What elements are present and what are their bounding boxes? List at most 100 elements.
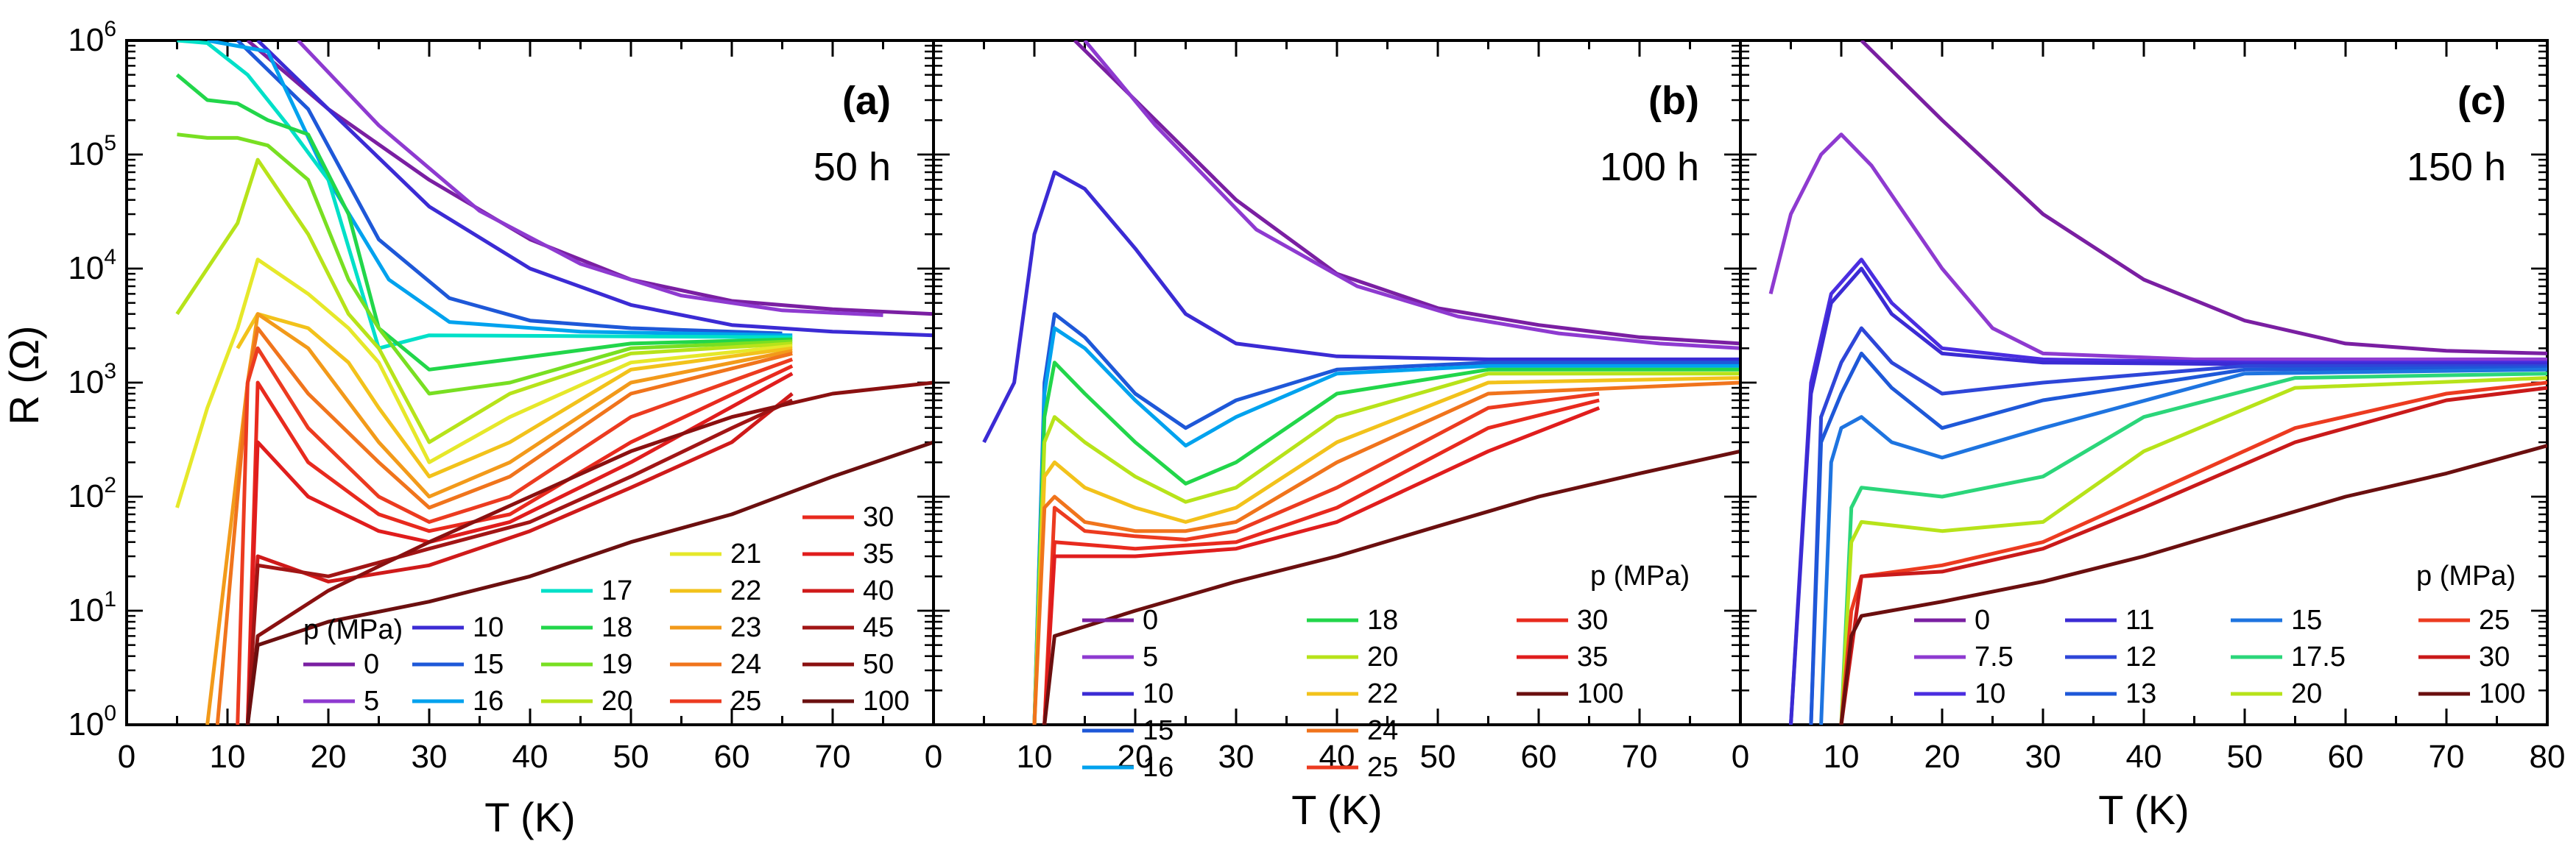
x-tick-label: 40 bbox=[2126, 739, 2162, 775]
x-tick-label: 60 bbox=[1521, 739, 1557, 775]
panel-c-legend: 0 7.5 10 11 12 13 15 17.5 20 25 30 100 bbox=[1914, 605, 2525, 709]
series-line-22 bbox=[236, 312, 793, 479]
y-tick-label: 105 bbox=[68, 131, 116, 172]
legend-label: 35 bbox=[1577, 642, 1608, 673]
series-line-22 bbox=[1032, 376, 1740, 725]
x-tick-label: 80 bbox=[2530, 739, 2566, 775]
legend-label: 40 bbox=[863, 575, 894, 606]
series-line-16 bbox=[207, 40, 793, 338]
panel-c-lines bbox=[1768, 40, 2547, 725]
panel-b-legend: 0 5 10 15 16 18 20 22 24 25 30 35 100 bbox=[1082, 605, 1623, 783]
panel-c-y-ticks bbox=[1740, 39, 2547, 726]
x-tick-label: 30 bbox=[412, 739, 448, 775]
series-line-40 bbox=[245, 392, 794, 725]
series-line-19 bbox=[177, 132, 793, 396]
legend-label: 23 bbox=[730, 612, 761, 643]
panel-b-annotation: 100 h bbox=[1600, 145, 1699, 189]
panel-b-legend-title: p (MPa) bbox=[1590, 561, 1690, 592]
x-tick-label: 60 bbox=[2328, 739, 2364, 775]
series-line-21 bbox=[175, 258, 793, 508]
panel-b-label: (b) bbox=[1648, 79, 1699, 123]
series-line-10 bbox=[1789, 258, 2547, 725]
legend-label: 15 bbox=[1143, 715, 1174, 746]
series-line-15 bbox=[236, 40, 783, 336]
panel-a-x-label: T (K) bbox=[484, 794, 575, 840]
panel-a-x-ticks: 0 10 20 30 40 50 60 70 bbox=[118, 40, 935, 775]
series-line-30 bbox=[1839, 386, 2547, 725]
x-tick-label: 60 bbox=[714, 739, 750, 775]
legend-label: 22 bbox=[730, 575, 761, 606]
x-tick-label: 20 bbox=[311, 739, 347, 775]
series-line-25 bbox=[1839, 380, 2547, 725]
series-line-25 bbox=[1042, 391, 1600, 725]
y-tick-label: 100 bbox=[68, 701, 116, 742]
legend-label: 0 bbox=[364, 649, 379, 680]
legend-label: 0 bbox=[1975, 605, 1990, 636]
series-line-10 bbox=[982, 170, 1740, 444]
x-tick-label: 70 bbox=[815, 739, 851, 775]
legend-label: 15 bbox=[2291, 605, 2322, 636]
x-tick-label: 70 bbox=[2429, 739, 2465, 775]
y-tick-label: 103 bbox=[68, 359, 116, 400]
panel-a-legend-title: p (MPa) bbox=[303, 614, 403, 645]
legend-label: 100 bbox=[863, 686, 909, 717]
x-tick-label: 0 bbox=[925, 739, 942, 775]
x-tick-label: 70 bbox=[1622, 739, 1658, 775]
series-line-20 bbox=[175, 157, 793, 444]
legend-label: 20 bbox=[2291, 678, 2322, 709]
legend-label: 30 bbox=[2479, 642, 2510, 673]
x-tick-label: 30 bbox=[1218, 739, 1255, 775]
y-tick-label: 106 bbox=[68, 17, 116, 58]
y-axis-label: R (Ω) bbox=[1, 325, 47, 425]
x-tick-label: 40 bbox=[512, 739, 548, 775]
y-tick-label: 101 bbox=[68, 587, 116, 628]
legend-label: 19 bbox=[601, 649, 632, 680]
series-line-17 bbox=[177, 40, 793, 350]
panel-c: 0 10 20 30 40 50 60 70 80 (c) 150 h T (K) p (MPa… bbox=[1732, 39, 2566, 833]
series-line-24 bbox=[1032, 380, 1740, 725]
panel-b: 0 10 20 30 40 50 60 70 (b) 100 h T (K) p (MPa) … bbox=[925, 39, 1742, 833]
series-line-15 bbox=[1032, 312, 1740, 725]
legend-label: 24 bbox=[1367, 715, 1398, 746]
panel-c-x-ticks: 0 10 20 30 40 50 60 70 80 bbox=[1732, 40, 2566, 775]
legend-label: 20 bbox=[1367, 642, 1398, 673]
legend-label: 10 bbox=[1975, 678, 2005, 709]
legend-label: 24 bbox=[730, 649, 761, 680]
panel-a-legend: 0 5 10 15 16 17 18 19 20 21 22 23 24 25 30 35 40 45 50 100 bbox=[303, 502, 909, 717]
series-line-17.5 bbox=[1839, 372, 2547, 725]
series-line-35 bbox=[245, 372, 794, 725]
legend-label: 0 bbox=[1143, 605, 1158, 636]
legend-label: 30 bbox=[1577, 605, 1608, 636]
legend-label: 16 bbox=[1143, 752, 1174, 783]
legend-label: 18 bbox=[1367, 605, 1398, 636]
legend-label: 17 bbox=[601, 575, 632, 606]
series-line-11 bbox=[1789, 266, 2547, 725]
x-tick-label: 50 bbox=[613, 739, 649, 775]
legend-label: 100 bbox=[1577, 678, 1623, 709]
legend-label: 22 bbox=[1367, 678, 1398, 709]
x-tick-label: 50 bbox=[1420, 739, 1456, 775]
legend-label: 13 bbox=[2125, 678, 2156, 709]
legend-label: 25 bbox=[2479, 605, 2510, 636]
series-line-30 bbox=[245, 364, 794, 725]
legend-label: 20 bbox=[601, 686, 632, 717]
x-tick-label: 10 bbox=[210, 739, 246, 775]
series-line-18 bbox=[175, 73, 793, 372]
legend-label: 18 bbox=[601, 612, 632, 643]
legend-label: 25 bbox=[730, 686, 761, 717]
legend-label: 10 bbox=[1143, 678, 1174, 709]
series-line-10 bbox=[256, 40, 934, 338]
legend-label: 50 bbox=[863, 649, 894, 680]
panel-c-label: (c) bbox=[2457, 79, 2506, 123]
legend-label: 11 bbox=[2125, 605, 2154, 636]
series-line-35 bbox=[1042, 406, 1601, 725]
x-tick-label: 0 bbox=[1732, 739, 1749, 775]
x-tick-label: 0 bbox=[118, 739, 135, 775]
series-line-5 bbox=[1083, 40, 1740, 350]
series-line-13 bbox=[1809, 351, 2547, 725]
series-line-7.5 bbox=[1768, 132, 2547, 361]
series-line-12 bbox=[1809, 326, 2547, 725]
